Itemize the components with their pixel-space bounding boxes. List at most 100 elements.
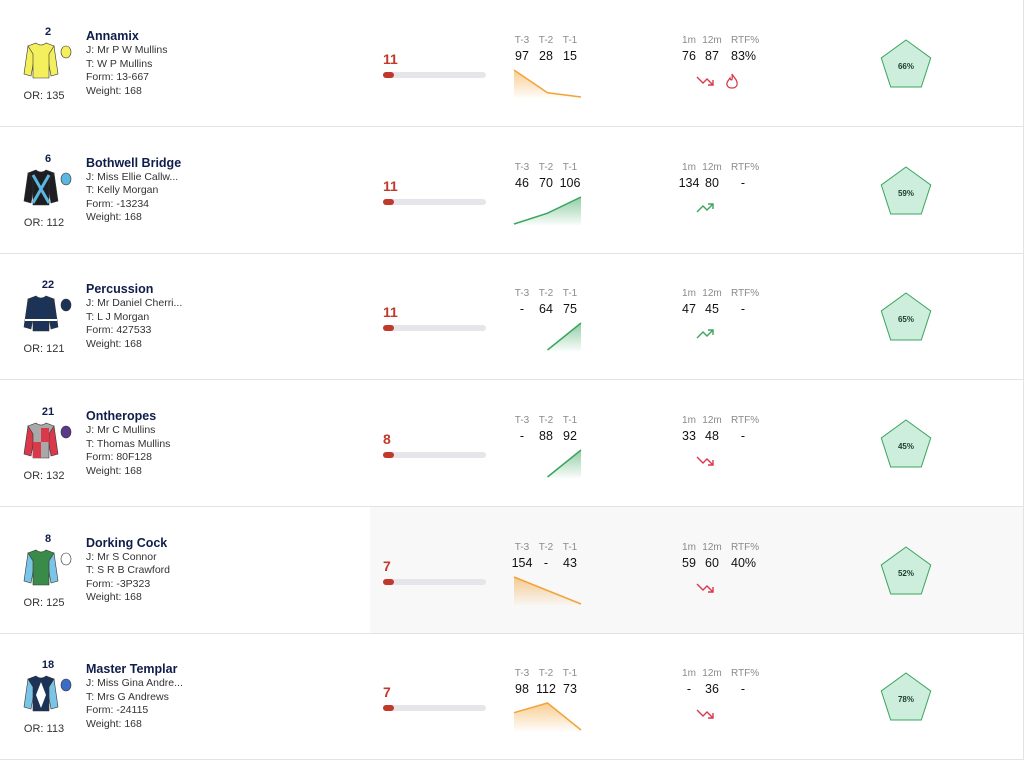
sparkline [513, 575, 582, 605]
silk [23, 422, 72, 459]
speed-label: T-3 [514, 35, 530, 46]
silk-pattern [25, 319, 57, 322]
runner-row: 18 OR: 113 Master Templar J: Miss Gina Andr… [0, 633, 1024, 760]
rating-fill [383, 325, 394, 332]
rating-fill [383, 198, 394, 205]
official-rating: OR: 112 [23, 216, 65, 229]
runner-row: 22 OR: 121 Percussion J: Mr Daniel Cherri..… [0, 253, 1024, 381]
trainer: T: L J Morgan [86, 310, 150, 323]
official-rating: OR: 135 [23, 90, 65, 102]
score-value: 65% [897, 315, 914, 325]
weight: Weight: 168 [86, 591, 142, 604]
form: Form: -3P323 [86, 577, 151, 590]
weight: Weight: 168 [86, 211, 142, 224]
sparkline [513, 195, 582, 225]
horse-name: Bothwell Bridge [86, 155, 182, 170]
pentagon-shape [880, 546, 932, 595]
trainer: T: Kelly Morgan [86, 184, 159, 197]
trend-arrow [696, 583, 714, 593]
silk-cap [60, 679, 72, 692]
trainer: T: Mrs G Andrews [86, 690, 169, 703]
speed-label: T-3 [514, 668, 530, 680]
score-pentagon [880, 39, 932, 88]
stat-value: 60 [705, 555, 719, 570]
silk-cap [60, 425, 72, 439]
speed-label: T-2 [538, 415, 554, 426]
rating-track [383, 705, 486, 712]
trend-icon [696, 329, 714, 339]
speed-label: T-2 [538, 288, 554, 300]
stat-label: 12m [702, 415, 722, 426]
stat-value: - [740, 302, 746, 317]
silk [23, 676, 72, 712]
speed-value: 28 [539, 49, 553, 63]
stat-value: 48 [705, 429, 719, 443]
stat-label: 12m [702, 541, 722, 553]
rating-value: 7 [383, 557, 391, 574]
trend-icon [696, 709, 714, 720]
silk-body [27, 295, 55, 332]
trainer: T: W P Mullins [86, 57, 153, 70]
weight: Weight: 168 [86, 84, 142, 97]
silk-body [27, 42, 55, 79]
score-pentagon [880, 292, 932, 341]
sparkline-area [514, 703, 581, 732]
speed-value: 70 [539, 175, 553, 190]
silk [23, 295, 72, 332]
stat-label: RTF% [731, 288, 760, 300]
speed-label: T-1 [562, 668, 578, 680]
score-pentagon [880, 546, 932, 595]
weight: Weight: 168 [86, 464, 142, 477]
stat-label: 12m [702, 668, 722, 680]
speed-value: 106 [559, 175, 581, 190]
jockey: J: Miss Ellie Callw... [86, 170, 179, 183]
stat-value: - [740, 429, 746, 443]
silk-cap [60, 552, 72, 565]
official-rating: OR: 113 [23, 723, 65, 736]
form: Form: -24115 [86, 704, 149, 717]
jockey: J: Mr S Connor [86, 550, 157, 563]
stat-value: 40% [731, 555, 757, 570]
rating-track [383, 452, 486, 458]
trend-arrow [696, 456, 714, 466]
trend-arrow [696, 329, 714, 339]
stat-label: RTF% [731, 541, 760, 553]
silk [23, 549, 72, 585]
horse-name: Dorking Cock [86, 535, 168, 550]
runner-number: 2 [44, 26, 52, 38]
speed-label: T-3 [514, 161, 530, 173]
jockey: J: Mr Daniel Cherri... [86, 297, 183, 310]
rating-fill [383, 72, 394, 78]
trend-icon [696, 76, 714, 86]
sparkline [547, 449, 582, 478]
stat-label: 1m [682, 161, 696, 173]
runner-number: 8 [44, 532, 52, 545]
sparkline [547, 322, 582, 352]
pentagon-shape [880, 39, 932, 88]
score-value: 52% [897, 568, 914, 578]
trend-icon [696, 583, 714, 593]
trainer: T: Thomas Mullins [86, 437, 171, 450]
speed-value: 43 [563, 555, 577, 570]
trend-icon [696, 456, 714, 466]
silk [23, 169, 72, 205]
rating-fill [383, 452, 394, 458]
speed-label: T-2 [538, 668, 554, 680]
speed-value: 154 [511, 555, 533, 570]
speed-label: T-1 [562, 35, 578, 46]
speed-label: T-3 [514, 288, 530, 300]
stat-value: 36 [705, 682, 719, 697]
rating-value: 11 [383, 51, 398, 67]
stat-label: RTF% [731, 161, 760, 173]
sparkline-line [513, 195, 582, 225]
rating-fill [383, 705, 394, 712]
speed-value: 46 [515, 175, 529, 190]
rating-track [383, 72, 486, 78]
sparkline-area [514, 196, 581, 225]
pentagon-shape [880, 292, 932, 341]
stat-value: 80 [705, 175, 719, 190]
stat-label: 1m [682, 668, 696, 680]
pentagon-shape [880, 672, 932, 721]
speed-label: T-1 [562, 541, 578, 553]
speed-label: T-3 [514, 541, 530, 553]
